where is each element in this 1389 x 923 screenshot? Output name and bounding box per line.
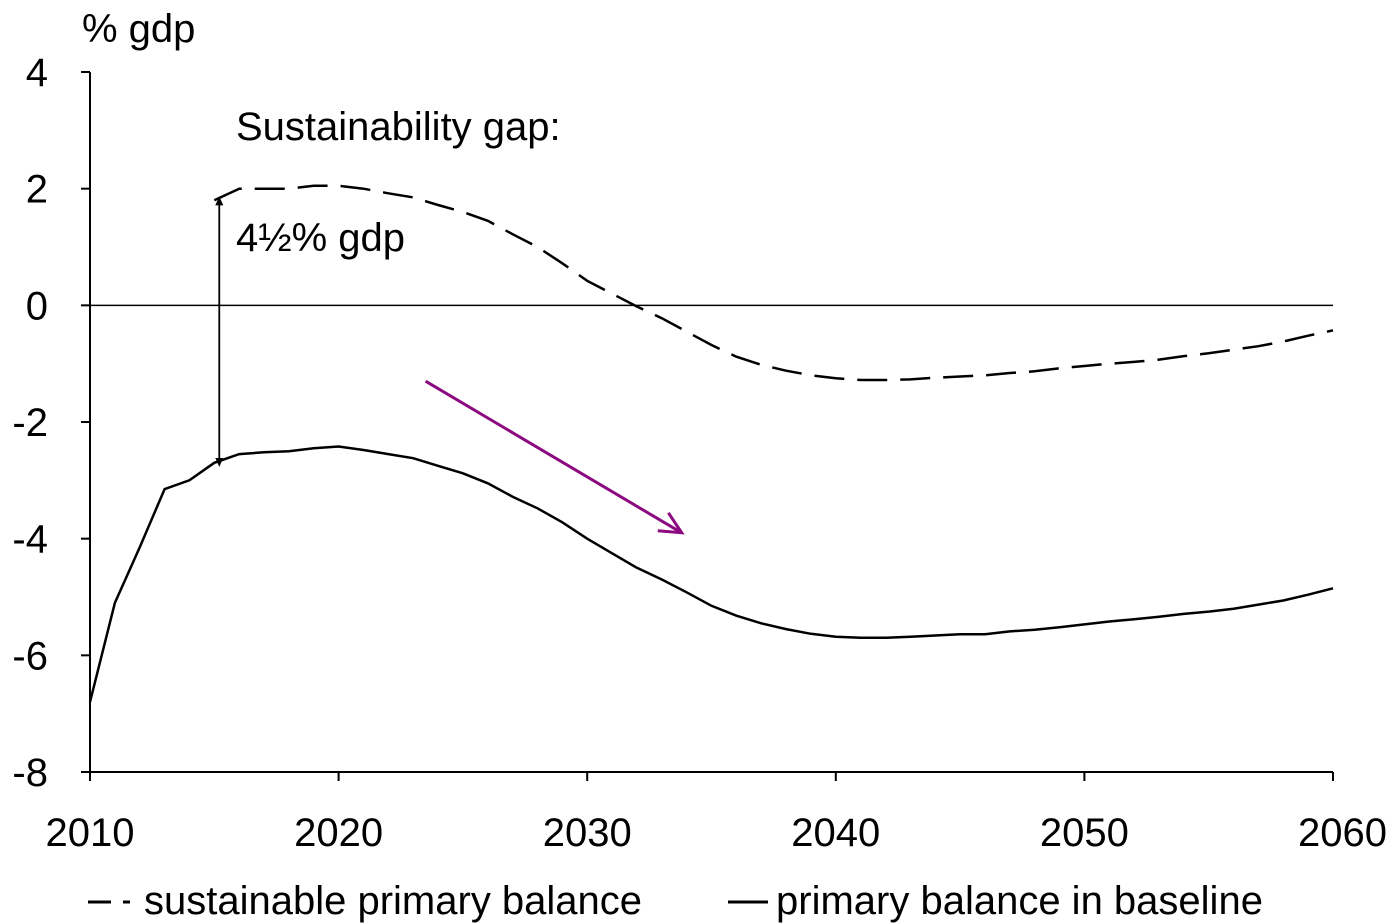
y-tick-label: 2 [26, 168, 48, 212]
x-tick-label: 2060 [1298, 811, 1387, 855]
primary-balance-baseline-line [88, 445, 1334, 703]
y-tick-label: -4 [12, 518, 48, 562]
y-tick-label: -2 [12, 401, 48, 445]
trend-arrow-head [657, 511, 685, 535]
x-tick-label: 2030 [543, 811, 632, 855]
y-tick-label: 0 [26, 284, 48, 328]
legend-label-sustainable: sustainable primary balance [144, 879, 642, 923]
y-axis-unit-label: % gdp [82, 7, 195, 51]
y-tick-label: 4 [26, 51, 48, 95]
trend-arrow [424, 379, 683, 535]
gap-value-annotation: 4½% gdp [236, 216, 405, 260]
legend-label-baseline: primary balance in baseline [776, 879, 1263, 923]
y-tick-label: -8 [12, 751, 48, 795]
legend: sustainable primary balance primary bala… [88, 879, 1263, 923]
x-tick-label: 2050 [1040, 811, 1129, 855]
x-tick-label: 2020 [294, 811, 383, 855]
y-tick-label: -6 [12, 634, 48, 678]
x-tick-label: 2010 [46, 811, 135, 855]
gap-title-annotation: Sustainability gap: [236, 105, 561, 149]
sustainable-primary-balance-line [213, 184, 1334, 382]
x-tick-label: 2040 [791, 811, 880, 855]
x-axis-ticks: 2010 2020 2030 2040 2050 2060 [46, 772, 1387, 855]
y-axis-ticks: 4 2 0 -2 -4 -6 -8 [12, 51, 90, 795]
